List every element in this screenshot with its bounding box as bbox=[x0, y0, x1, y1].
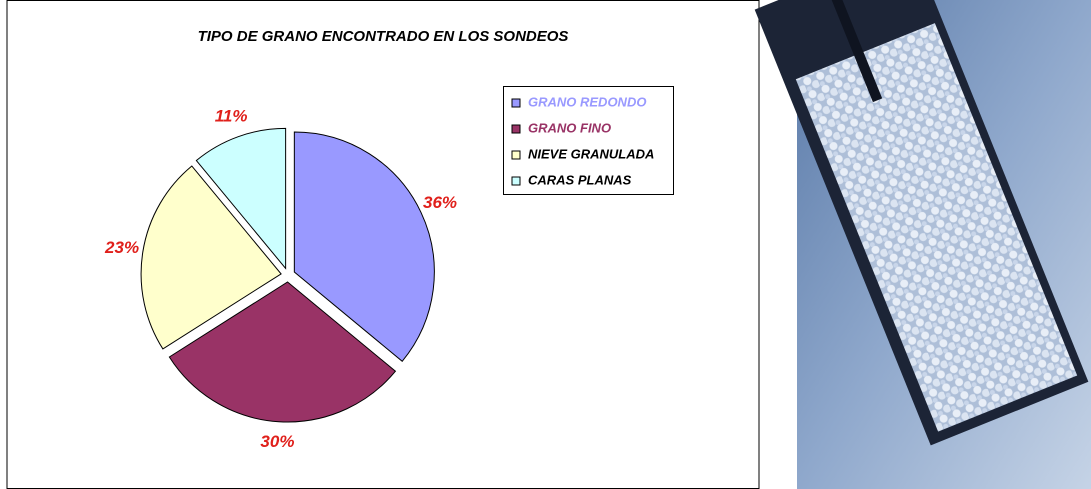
legend-label: CARAS PLANAS bbox=[528, 172, 632, 187]
data-label: 30% bbox=[260, 432, 294, 451]
legend-label: GRANO REDONDO bbox=[528, 94, 646, 109]
data-label: 36% bbox=[423, 193, 457, 212]
chart-title: TIPO DE GRANO ENCONTRADO EN LOS SONDEOS bbox=[198, 28, 569, 45]
pie-slice bbox=[140, 165, 282, 350]
photo bbox=[754, 0, 1091, 489]
legend-swatch bbox=[511, 176, 521, 186]
pie-slice bbox=[293, 131, 435, 362]
legend-label: GRANO FINO bbox=[528, 120, 611, 135]
legend-box bbox=[503, 86, 674, 195]
legend-swatch bbox=[511, 98, 521, 108]
legend-swatch bbox=[511, 150, 521, 160]
data-label: 11% bbox=[215, 106, 248, 125]
pie-slice bbox=[195, 127, 287, 270]
legend-swatch bbox=[511, 124, 521, 134]
legend-label: NIEVE GRANULADA bbox=[528, 146, 654, 161]
pie-slice bbox=[168, 281, 397, 423]
data-label: 23% bbox=[104, 238, 139, 257]
